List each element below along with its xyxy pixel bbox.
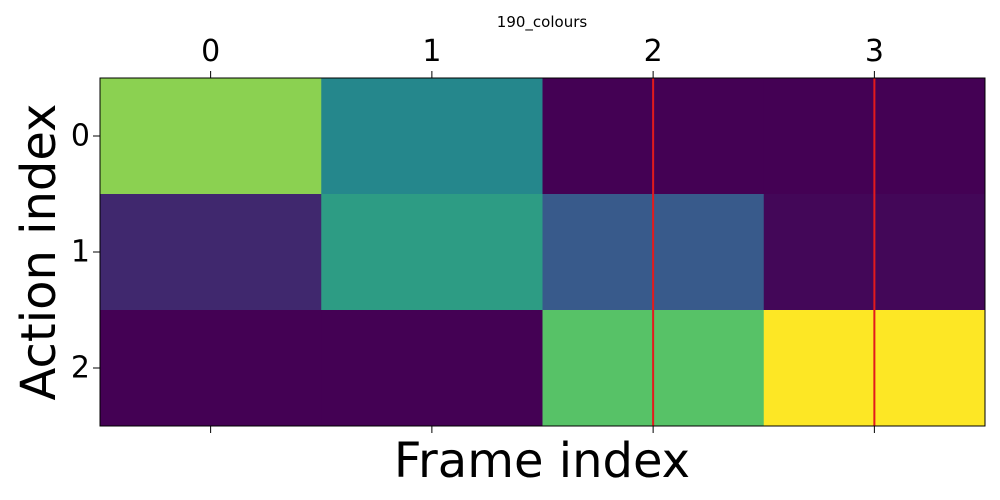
y-axis-label: Action index [11,104,67,401]
chart-title: 190_colours [497,13,588,32]
x-axis-ticks: 0 1 2 3 [201,34,884,433]
heatmap-cell-r2-c1 [321,310,543,427]
heatmap-cell-r0-c0 [100,78,322,195]
heatmap-cell-r1-c1 [321,194,543,311]
y-tick-label-1: 1 [71,235,90,270]
heatmap-cells [100,78,986,427]
x-tick-label-2: 2 [644,34,663,69]
y-tick-label-2: 2 [71,351,90,386]
x-tick-label-0: 0 [201,34,220,69]
heatmap-cell-r2-c0 [100,310,322,427]
x-axis-label: Frame index [394,433,690,489]
x-tick-label-3: 3 [865,34,884,69]
vertical-marker-lines [652,78,876,426]
heatmap-cell-r1-c0 [100,194,322,311]
x-tick-label-1: 1 [422,34,441,69]
y-tick-label-0: 0 [71,119,90,154]
y-axis-ticks: 0 1 2 [71,119,100,386]
heatmap-cell-r0-c1 [321,78,543,195]
